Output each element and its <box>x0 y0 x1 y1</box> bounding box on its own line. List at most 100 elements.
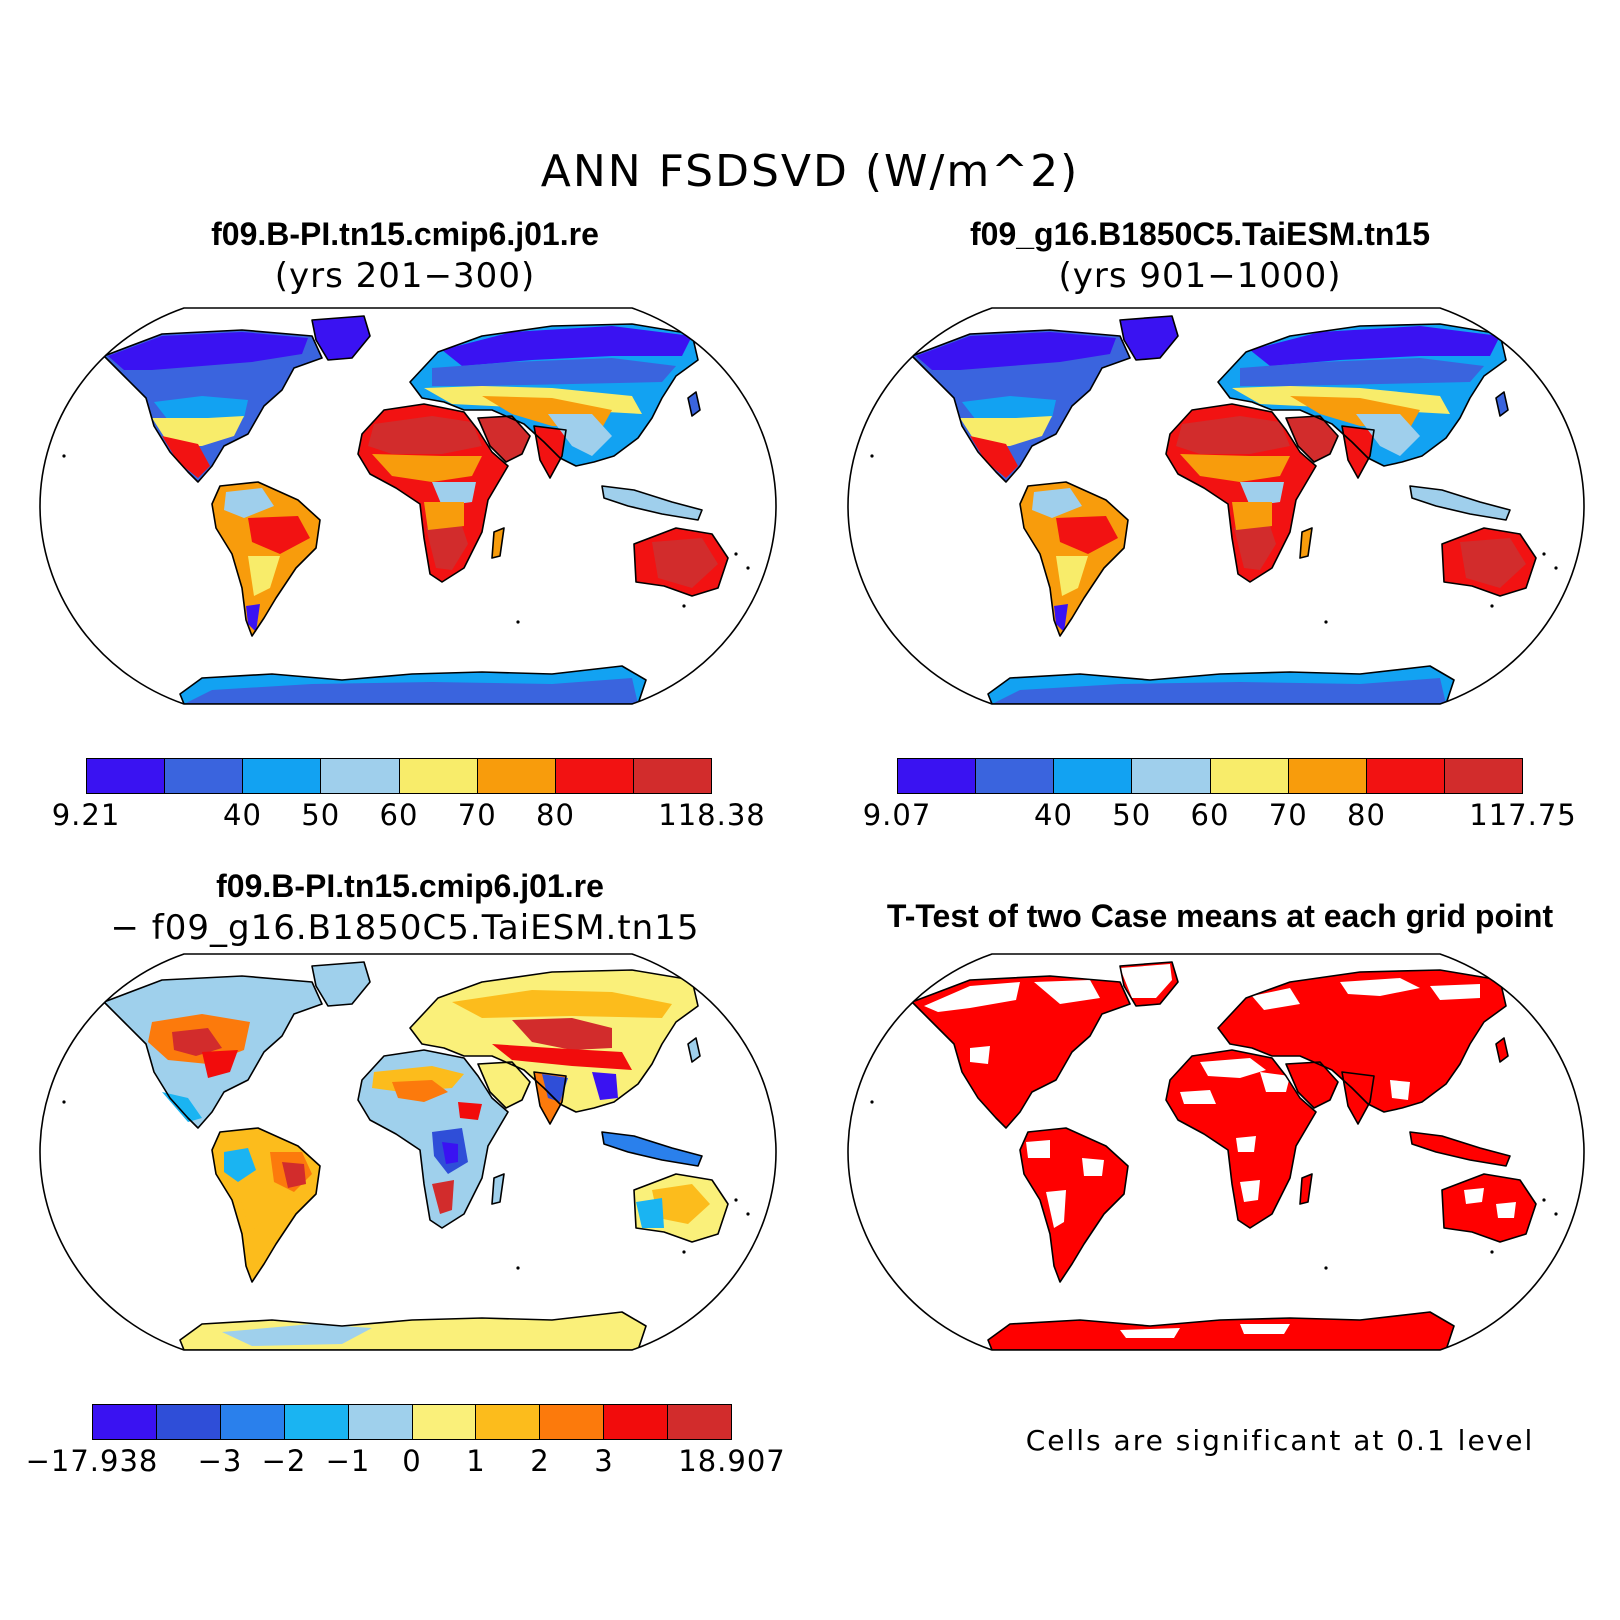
panel2-colorbar-labels: 9.07 40 50 60 70 80 117.75 <box>863 798 1576 834</box>
contour-region <box>592 1072 618 1100</box>
contour-region <box>652 538 718 588</box>
coastline-greenland <box>1119 961 1179 1007</box>
landmass-india <box>1342 1072 1374 1124</box>
island-marker <box>516 1266 520 1270</box>
coastline-arabia <box>1285 415 1339 463</box>
colorbar-swatch-8 <box>540 1405 605 1439</box>
colorbar-swatch-8 <box>1444 759 1522 793</box>
colorbar-swatch-10 <box>668 1405 732 1439</box>
colorbar-tick-label: 40 <box>223 798 262 832</box>
colorbar-swatch-9 <box>604 1405 669 1439</box>
colorbar-tick-label: 80 <box>1347 798 1386 832</box>
island-marker <box>682 604 686 608</box>
colorbar-tick-label: 2 <box>530 1444 550 1478</box>
coastline-antarctica <box>987 1311 1455 1350</box>
panel2-title: f09_g16.B1850C5.TaiESM.tn15 <box>970 216 1431 252</box>
insignificant-region <box>1496 1202 1516 1218</box>
colorbar-swatch-1 <box>87 759 166 793</box>
contour-region <box>368 416 482 454</box>
colorbar-swatch-1 <box>93 1405 157 1439</box>
island-marker <box>62 454 66 458</box>
island-marker <box>746 566 750 570</box>
coastline-south-america <box>1019 1127 1129 1283</box>
contour-region <box>1234 520 1276 570</box>
colorbar-tick-label: 9.21 <box>51 798 121 832</box>
contour-region <box>248 556 280 596</box>
contour-region <box>1054 604 1068 632</box>
contour-region <box>442 326 692 366</box>
insignificant-region <box>1034 980 1100 1004</box>
landmass-greenland <box>312 316 370 360</box>
coastline-europe-asia <box>409 323 699 467</box>
map-land-layer <box>62 315 750 704</box>
landmass-madagascar <box>1300 528 1312 558</box>
coastline-antarctica <box>987 665 1455 704</box>
insignificant-region <box>1046 1190 1066 1228</box>
coastline-south-america <box>211 481 321 637</box>
island-marker <box>870 454 874 458</box>
panel2-colorbar <box>897 758 1523 794</box>
coastline-africa <box>357 1049 509 1229</box>
contour-region <box>1180 454 1290 482</box>
contour-region <box>1240 358 1484 386</box>
insignificant-region <box>970 1046 990 1064</box>
landmass-greenland <box>1120 316 1178 360</box>
island-marker <box>516 620 520 624</box>
panel4-title: T-Test of two Case means at each grid po… <box>886 898 1554 934</box>
contour-region <box>248 516 310 554</box>
colorbar-tick-label: 40 <box>1034 798 1073 832</box>
contour-region <box>636 1198 664 1228</box>
coastline-australia <box>633 1173 729 1243</box>
landmass-arabia <box>478 1062 530 1108</box>
island-marker <box>1542 552 1546 556</box>
landmass-indonesia <box>1410 486 1510 520</box>
landmass-indonesia <box>1410 1132 1510 1166</box>
contour-region <box>432 482 476 506</box>
insignificant-region <box>1120 964 1172 998</box>
coastline-japan <box>1495 391 1509 417</box>
colorbar-swatch-7 <box>555 759 634 793</box>
contour-region <box>916 332 1116 370</box>
insignificant-region <box>1236 1136 1256 1152</box>
landmass-arabia <box>478 416 530 462</box>
panel1-colorbar <box>86 758 712 794</box>
contour-region <box>432 1180 454 1214</box>
landmass-arabia <box>1286 1062 1338 1108</box>
contour-region <box>372 454 482 482</box>
landmass-indonesia <box>602 1132 702 1166</box>
contour-region <box>152 416 244 446</box>
coastline-north-america <box>911 329 1131 483</box>
colorbar-swatch-4 <box>1132 759 1211 793</box>
coastline-north-america <box>911 975 1131 1129</box>
coastline-europe-asia <box>1217 969 1507 1113</box>
insignificant-region <box>1120 1328 1180 1338</box>
colorbar-tick-label: 0 <box>402 1444 422 1478</box>
island-marker <box>746 1212 750 1216</box>
colorbar-swatch-6 <box>1288 759 1367 793</box>
coastline-north-america <box>103 975 323 1129</box>
landmass-indonesia <box>602 486 702 520</box>
contour-region <box>154 396 248 422</box>
coastline-madagascar <box>1299 1173 1313 1205</box>
coastline-greenland <box>311 961 371 1007</box>
coastline-arabia <box>477 415 531 463</box>
landmass-arabia <box>1286 416 1338 462</box>
insignificant-region <box>1390 1080 1410 1100</box>
map-land-layer <box>28 961 750 1350</box>
contour-region <box>1250 326 1500 366</box>
map-land-layer <box>870 961 1558 1350</box>
contour-region <box>424 502 464 530</box>
coastline-antarctica <box>179 1311 647 1350</box>
figure-title: ANN FSDSVD (W/m^2) <box>540 146 1080 197</box>
coastline-indonesia <box>601 485 703 521</box>
insignificant-region <box>1240 1180 1260 1202</box>
colorbar-swatch-7 <box>476 1405 541 1439</box>
contour-region <box>282 1162 306 1188</box>
coastline-australia <box>1441 527 1537 597</box>
insignificant-region <box>1200 1058 1266 1078</box>
map-land-layer <box>870 315 1558 704</box>
island-marker <box>28 1182 31 1185</box>
coastline-africa <box>357 403 509 583</box>
coastline-africa <box>1165 1049 1317 1229</box>
coastline-madagascar <box>1299 527 1313 559</box>
